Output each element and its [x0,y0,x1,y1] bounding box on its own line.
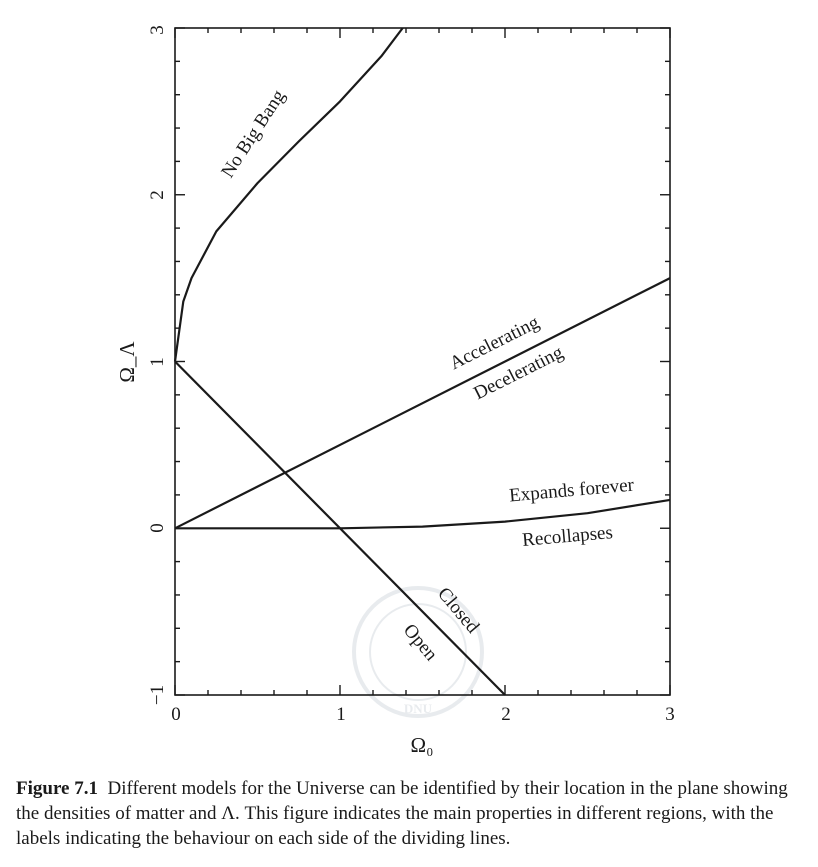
annotation-recollapses: Recollapses [521,522,613,551]
x-tick-label: 3 [665,704,675,725]
series-line-no-big-bang [173,27,404,362]
figure-caption: Figure 7.1 Different models for the Univ… [16,776,806,851]
y-tick-label: 1 [147,357,168,367]
annotation-no-big-bang: No Big Bang [217,86,290,182]
tick-marks [174,27,671,696]
universe-models-chart: DNU 0 1 2 3 −1 0 1 2 3 Ω₀ Ω_Λ No Big Ban… [115,25,675,757]
caption-text: Different models for the Universe can be… [16,778,788,849]
annotation-expands-forever: Expands forever [508,475,635,507]
y-tick-label: 0 [147,523,168,533]
watermark-seal: DNU [352,586,484,718]
series-layer [173,27,671,696]
caption-label: Figure 7.1 [16,778,98,799]
x-tick-label: 0 [171,704,181,725]
y-tick-label: 3 [147,25,168,35]
y-axis-label: Ω_Λ [115,341,139,383]
series-line-open-closed-boundary [174,360,506,696]
annotation-open: Open [399,620,442,665]
watermark-text: DNU [404,701,433,716]
x-tick-label: 1 [336,704,346,725]
x-axis-label: Ω₀ [411,733,434,757]
y-tick-label: 2 [147,190,168,200]
x-tick-label: 2 [501,704,511,725]
series-line-accelerating-boundary [174,277,671,530]
series-line-expansion-boundary [175,498,671,530]
y-tick-label: −1 [147,685,168,705]
